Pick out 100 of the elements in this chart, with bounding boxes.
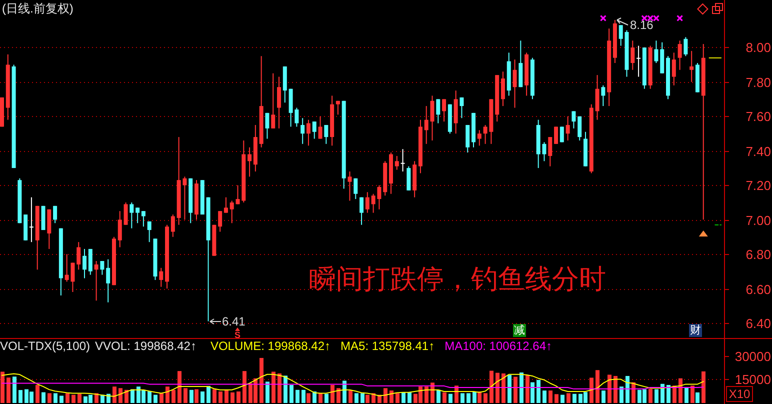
bar — [478, 391, 482, 403]
bar — [460, 393, 464, 403]
bar — [548, 390, 552, 403]
bar — [684, 388, 688, 403]
candlestick — [230, 200, 234, 224]
chart-subtitle: VVOL: 199868.42↑ — [95, 339, 196, 353]
bar — [194, 389, 198, 403]
candlestick — [678, 40, 682, 70]
bar — [484, 393, 488, 403]
bar — [596, 370, 600, 403]
bar — [342, 380, 346, 403]
bar — [572, 394, 576, 403]
candlestick — [348, 170, 352, 202]
annotation: 减 — [514, 324, 525, 336]
bar — [18, 390, 22, 403]
candlestick — [430, 95, 434, 141]
bar — [348, 390, 352, 403]
candlestick — [124, 202, 128, 226]
candlestick — [29, 196, 34, 243]
candlestick — [630, 40, 635, 70]
candlestick — [466, 124, 470, 154]
bar — [112, 386, 116, 403]
candlestick — [76, 242, 81, 270]
y-tick-label: 7.80 — [746, 75, 771, 90]
candlestick — [442, 98, 446, 122]
candlestick — [147, 220, 152, 243]
bar — [318, 393, 322, 403]
bar — [448, 394, 452, 403]
bar — [690, 386, 694, 403]
bar — [230, 392, 234, 403]
candlestick — [300, 118, 305, 144]
bar — [366, 394, 370, 403]
annotation: VOLUME: 199868.42↑ — [210, 339, 331, 353]
bar — [200, 391, 204, 403]
bar — [184, 388, 188, 403]
candlestick — [100, 260, 104, 276]
bar — [496, 372, 500, 403]
bar — [554, 394, 558, 403]
y-tick-label: 8.00 — [746, 40, 771, 55]
bar — [178, 371, 182, 403]
bar — [696, 392, 700, 403]
bar — [306, 393, 310, 403]
bar — [666, 384, 670, 403]
bar — [66, 393, 70, 403]
text: MA5: 135798.41↑ — [340, 339, 435, 353]
y-tick-label: 7.40 — [746, 144, 771, 159]
bar — [172, 390, 176, 403]
candlestick — [94, 260, 98, 302]
bar — [330, 384, 334, 403]
candlestick — [88, 248, 92, 276]
bar — [72, 394, 76, 403]
candlestick — [82, 248, 87, 279]
bar — [260, 358, 264, 403]
bar — [608, 374, 612, 403]
candlestick — [595, 74, 600, 120]
candlestick — [312, 121, 316, 140]
candlestick — [218, 210, 222, 232]
bar — [620, 386, 624, 403]
candlestick — [336, 100, 340, 116]
y-tick-label: 6.60 — [746, 282, 771, 297]
bar — [236, 391, 240, 403]
bar — [78, 394, 82, 403]
bar — [60, 396, 64, 403]
candlestick — [130, 202, 134, 229]
candlestick — [560, 126, 564, 143]
bar — [490, 370, 494, 403]
candlestick — [277, 76, 282, 129]
candlestick — [460, 96, 464, 119]
candlestick — [306, 119, 310, 146]
candlestick — [477, 130, 482, 146]
chart-title: (日线.前复权) — [2, 2, 74, 16]
candlestick — [365, 192, 370, 214]
candlestick — [500, 71, 505, 107]
candlestick — [654, 40, 658, 64]
annotation: 瞬间打跌停，钓鱼线分时 — [309, 264, 606, 294]
bar — [266, 382, 270, 403]
candlestick — [572, 110, 576, 129]
bar — [36, 384, 40, 403]
bar — [602, 390, 606, 403]
candlestick — [406, 166, 411, 191]
bar — [336, 388, 340, 403]
line-series — [2, 373, 704, 397]
y-tick-label: 7.60 — [746, 109, 771, 124]
candlestick — [265, 112, 270, 140]
bar — [424, 386, 428, 403]
candlestick — [170, 214, 175, 238]
candlestick — [159, 267, 164, 288]
candlestick — [248, 146, 252, 178]
bar — [154, 394, 158, 403]
bar — [566, 393, 570, 403]
candlestick — [578, 116, 582, 141]
candlestick — [601, 84, 606, 107]
candlestick — [554, 126, 558, 144]
y-tick-label: 15000 — [734, 372, 771, 387]
bar — [678, 378, 682, 403]
y-axis-title: X10 — [728, 387, 750, 401]
bar — [6, 378, 10, 403]
bar — [302, 390, 306, 403]
bar — [218, 391, 222, 403]
candlestick — [224, 196, 228, 214]
